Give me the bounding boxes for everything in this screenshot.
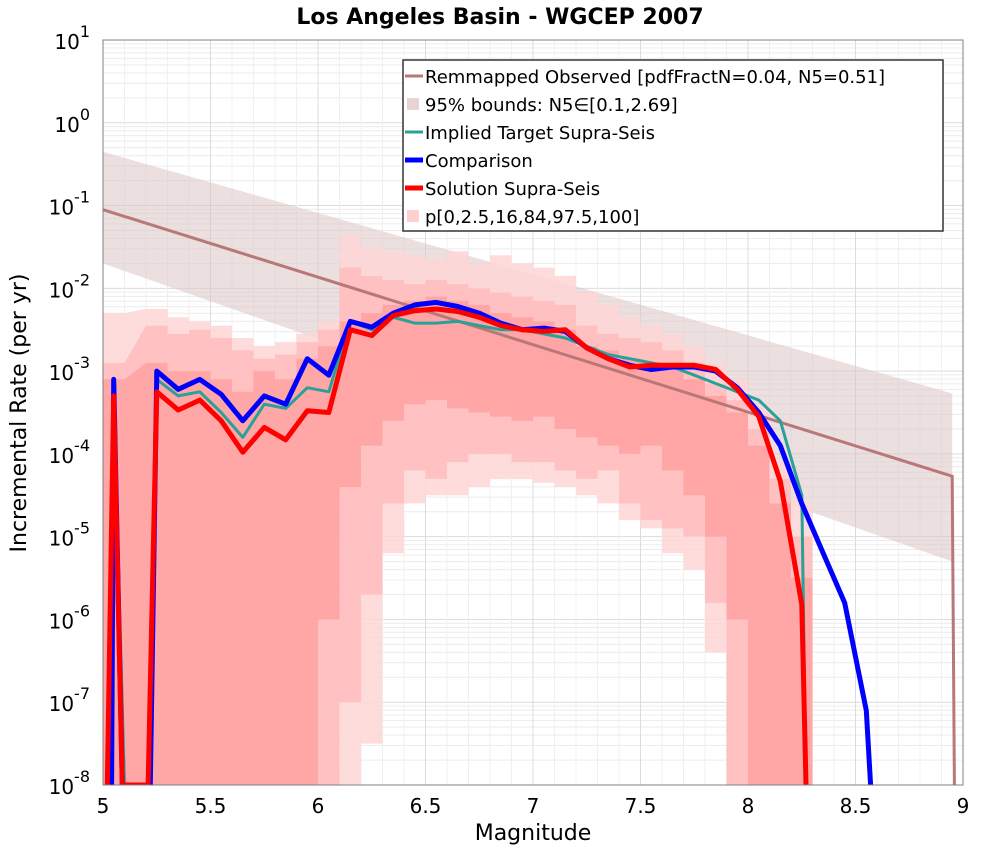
y-tick-label: 10-3 — [49, 353, 90, 385]
x-axis-label: Magnitude — [475, 821, 592, 846]
x-axis-ticks: 5 5.5 6 6.5 7 7.5 8 8.5 9 — [97, 794, 970, 818]
plot-frame — [102, 39, 964, 786]
y-axis-label: Incremental Rate (per yr) — [7, 274, 32, 553]
y-tick-label: 100 — [54, 105, 90, 137]
legend-label: Comparison — [425, 151, 533, 172]
y-tick-label: 10-5 — [49, 519, 90, 551]
y-tick-label: 10-4 — [49, 436, 90, 468]
legend-label: p[0,2.5,16,84,97.5,100] — [425, 207, 639, 228]
x-tick-label: 7 — [527, 794, 540, 818]
y-tick-label: 10-8 — [49, 767, 90, 799]
series-solution — [104, 306, 809, 785]
y-tick-label: 10-1 — [49, 188, 90, 220]
x-tick-label: 6 — [312, 794, 325, 818]
legend-box — [402, 59, 944, 232]
plot-border — [102, 39, 964, 786]
legend-label: Remmapped Observed [pdfFractN=0.04, N5=0… — [425, 67, 885, 88]
legend-label: Solution Supra-Seis — [425, 179, 600, 200]
x-tick-label: 5.5 — [195, 794, 227, 818]
solution-band-mid — [103, 296, 813, 785]
x-tick-label: 7.5 — [625, 794, 657, 818]
x-tick-label: 9 — [957, 794, 970, 818]
y-tick-label: 10-6 — [49, 601, 90, 633]
series-implied-target — [105, 315, 809, 785]
x-tick-label: 8 — [742, 794, 755, 818]
y-axis-ticks: 101 100 10-1 10-2 10-3 10-4 10-5 10-6 10-7 10-8 — [49, 22, 90, 799]
series-remmapped-observed — [103, 208, 956, 785]
x-tick-label: 6.5 — [410, 794, 442, 818]
legend: Remmapped Observed [pdfFractN=0.04, N5=0… — [402, 59, 944, 232]
y-tick-label: 10-7 — [49, 684, 90, 716]
uncertainty-bands — [103, 151, 953, 785]
y-tick-label: 10-2 — [49, 270, 90, 302]
y-tick-label: 101 — [54, 22, 90, 54]
legend-swatch-patch — [407, 98, 419, 110]
series-lines — [103, 208, 956, 785]
legend-label: 95% bounds: N5∈[0.1,2.69] — [425, 95, 678, 116]
chart-title: Los Angeles Basin - WGCEP 2007 — [296, 5, 703, 30]
x-tick-label: 5 — [97, 794, 110, 818]
legend-swatch-patch — [407, 210, 419, 222]
x-tick-label: 8.5 — [840, 794, 872, 818]
legend-label: Implied Target Supra-Seis — [425, 123, 655, 144]
